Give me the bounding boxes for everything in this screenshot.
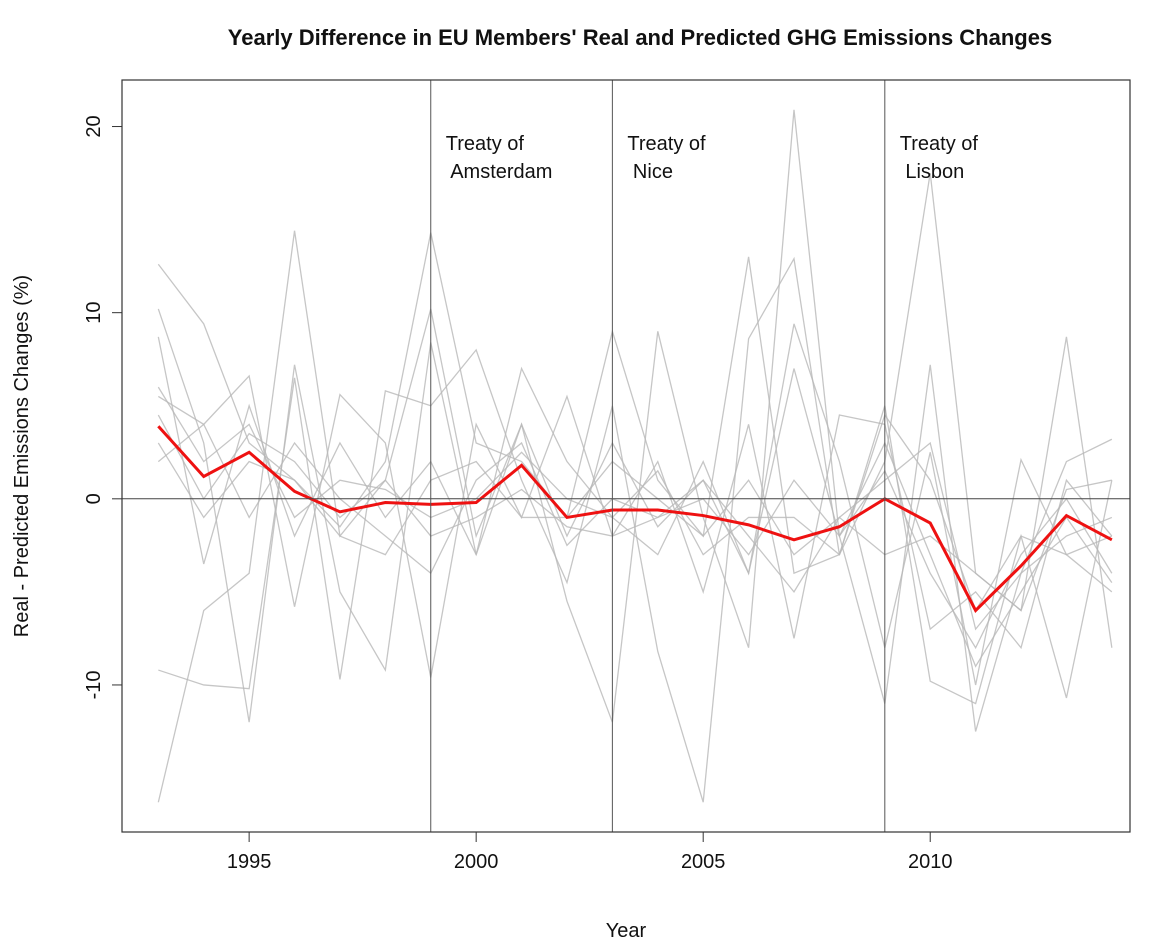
event-label: Amsterdam bbox=[446, 161, 553, 183]
series-line bbox=[158, 256, 1113, 803]
series-line bbox=[157, 414, 1113, 650]
event-label: Treaty of bbox=[627, 133, 706, 155]
y-tick-label: 10 bbox=[83, 302, 105, 324]
event-label: Lisbon bbox=[900, 161, 965, 183]
plot-frame bbox=[121, 79, 1131, 833]
chart-title: Yearly Difference in EU Members' Real an… bbox=[228, 25, 1052, 50]
y-axis-label: Real - Predicted Emissions Changes (%) bbox=[11, 275, 33, 637]
series-line bbox=[157, 423, 1112, 612]
y-tick-label: 20 bbox=[83, 115, 105, 137]
y-tick-label: -10 bbox=[83, 670, 105, 699]
series-line bbox=[157, 109, 1113, 803]
x-tick-label: 1995 bbox=[227, 851, 272, 873]
x-tick-label: 2005 bbox=[681, 851, 726, 873]
event-label: Nice bbox=[627, 161, 673, 183]
event-label: Treaty of bbox=[446, 133, 525, 155]
x-tick-label: 2000 bbox=[454, 851, 499, 873]
series-line bbox=[157, 441, 1113, 631]
x-axis-label: Year bbox=[606, 920, 647, 942]
x-tick-label: 2010 bbox=[908, 851, 953, 873]
y-tick-label: 0 bbox=[83, 493, 105, 504]
event-label: Treaty of bbox=[900, 133, 979, 155]
series-line bbox=[157, 425, 1113, 613]
series-line bbox=[157, 336, 1113, 668]
